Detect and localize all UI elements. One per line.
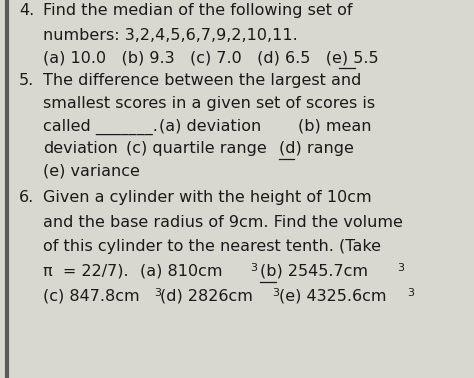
Text: (e) 4325.6cm: (e) 4325.6cm (279, 288, 386, 304)
Text: 4.: 4. (19, 3, 34, 18)
Text: Given a cylinder with the height of 10cm: Given a cylinder with the height of 10cm (43, 190, 371, 205)
Text: 3: 3 (273, 288, 280, 297)
Text: (b) mean: (b) mean (298, 118, 371, 133)
Text: (a) 810cm: (a) 810cm (140, 264, 222, 279)
Text: Find the median of the following set of: Find the median of the following set of (43, 3, 352, 18)
Text: called _______.: called _______. (43, 118, 157, 135)
Text: (e) variance: (e) variance (43, 164, 139, 179)
Text: 3: 3 (154, 288, 161, 297)
Text: 3: 3 (250, 263, 257, 273)
Text: and the base radius of 9cm. Find the volume: and the base radius of 9cm. Find the vol… (43, 215, 402, 230)
Text: 6.: 6. (19, 190, 34, 205)
Text: (d) range: (d) range (279, 141, 354, 156)
Text: (d) 2826cm: (d) 2826cm (160, 288, 253, 304)
Text: π  = 22/7).: π = 22/7). (43, 264, 128, 279)
Text: (c) 847.8cm: (c) 847.8cm (43, 288, 139, 304)
Text: The difference between the largest and: The difference between the largest and (43, 73, 361, 88)
Text: numbers: 3,2,4,5,6,7,9,2,10,11.: numbers: 3,2,4,5,6,7,9,2,10,11. (43, 28, 297, 43)
Text: 3: 3 (397, 263, 404, 273)
Text: smallest scores in a given set of scores is: smallest scores in a given set of scores… (43, 96, 375, 111)
Text: 3: 3 (407, 288, 414, 297)
Text: 5.: 5. (19, 73, 34, 88)
Text: deviation: deviation (43, 141, 118, 156)
Text: of this cylinder to the nearest tenth. (Take: of this cylinder to the nearest tenth. (… (43, 239, 381, 254)
Text: (b) 2545.7cm: (b) 2545.7cm (260, 264, 368, 279)
Text: (c) quartile range: (c) quartile range (126, 141, 266, 156)
Text: (a) deviation: (a) deviation (159, 118, 261, 133)
Text: (a) 10.0   (b) 9.3   (c) 7.0   (d) 6.5   (e) 5.5: (a) 10.0 (b) 9.3 (c) 7.0 (d) 6.5 (e) 5.5 (43, 50, 378, 65)
